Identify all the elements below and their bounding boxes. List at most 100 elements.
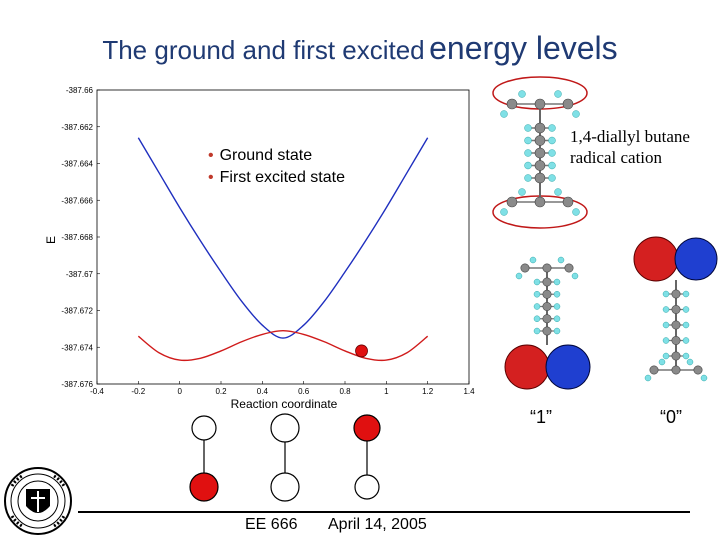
hydrogen-atom [682, 352, 690, 360]
state-marker-dot [355, 344, 368, 358]
x-axis-label: Reaction coordinate [231, 397, 338, 411]
cell-bottom-dot [189, 472, 219, 502]
y-tick-label: -387.66 [66, 86, 94, 95]
x-tick-label: 0.4 [257, 387, 269, 396]
ground-state-curve [137, 330, 429, 362]
x-tick-label: 1.4 [463, 387, 475, 396]
hydrogen-atom [524, 149, 532, 157]
cell-top-dot [191, 415, 217, 441]
state-label-1: “1” [530, 407, 552, 427]
hydrogen-atom [518, 188, 526, 196]
legend-item-ground: • Ground state [208, 147, 313, 164]
hydrogen-atom [500, 110, 508, 118]
y-tick-label: -387.674 [61, 343, 93, 352]
carbon-atom [534, 160, 546, 171]
x-tick-label: 0 [177, 387, 182, 396]
qca-cell [189, 415, 219, 502]
hydrogen-atom [548, 149, 556, 157]
y-axis-label: E [44, 236, 58, 244]
carbon-atom [671, 365, 681, 375]
hydrogen-atom [524, 174, 532, 182]
carbon-atom [534, 196, 546, 208]
carbon-atom [693, 365, 703, 375]
orbital-blue-lobe [545, 344, 591, 390]
y-tick-label: -387.67 [66, 270, 94, 279]
y-tick-label: -387.666 [61, 196, 93, 205]
orbital-red-lobe [633, 236, 679, 282]
hydrogen-atom [662, 290, 670, 298]
carbon-atom [506, 98, 518, 110]
hydrogen-atom [553, 278, 561, 286]
y-tick-label: -387.664 [61, 160, 93, 169]
carbon-atom [671, 320, 681, 330]
carbon-atom [564, 263, 574, 273]
chart-series [137, 137, 429, 362]
slide-title: The ground and first excited energy leve… [0, 30, 720, 67]
footer-course: EE 666 [245, 516, 298, 533]
x-tick-label: 0.8 [339, 387, 351, 396]
hydrogen-atom [686, 358, 694, 366]
molecule-state-1 [504, 256, 591, 390]
hydrogen-atom [682, 321, 690, 329]
hydrogen-atom [553, 315, 561, 322]
hydrogen-atom [662, 321, 670, 329]
carbon-atom [534, 98, 546, 110]
hydrogen-atom [557, 256, 565, 264]
orbital-lobe-pair-top [633, 236, 718, 282]
hydrogen-atom [553, 291, 561, 298]
hydrogen-atom [533, 303, 541, 310]
carbon-atom [542, 301, 552, 311]
y-axis-ticks: -387.66 -387.662 -387.664 -387.666 -387.668 -… [61, 86, 100, 389]
orbital-lobe-pair-bottom [504, 344, 591, 390]
hydrogen-atom [500, 208, 508, 216]
orbital-red-lobe [504, 344, 550, 390]
cell-bottom-dot [270, 472, 300, 502]
hydrogen-atom [682, 337, 690, 344]
hydrogen-atom [548, 161, 556, 170]
hydrogen-atom [572, 208, 580, 216]
diallyl-butane-molecule [492, 76, 588, 229]
university-seal-icon [4, 467, 72, 535]
carbon-atom [542, 263, 552, 273]
molecule-state-0 [633, 236, 718, 382]
qca-cell [353, 414, 381, 500]
carbon-atom [562, 196, 574, 208]
y-tick-label: -387.662 [61, 123, 93, 132]
footer-date: April 14, 2005 [328, 516, 427, 533]
x-tick-label: 1 [384, 387, 389, 396]
hydrogen-atom [554, 188, 562, 196]
y-tick-label: -387.668 [61, 233, 93, 242]
title-part-1: The ground and first excited [102, 35, 425, 65]
carbon-atom [534, 172, 546, 184]
hydrogen-atom [554, 90, 562, 98]
y-tick-label: -387.672 [61, 307, 93, 316]
hydrogen-atom [529, 256, 537, 264]
x-tick-label: -0.4 [90, 387, 104, 396]
state-label-0: “0” [660, 407, 682, 427]
carbon-atom [542, 326, 552, 336]
legend-item-excited: • First excited state [208, 169, 345, 186]
carbon-atom [671, 351, 681, 361]
hydrogen-atom [658, 358, 666, 366]
excited-state-curve [137, 137, 429, 339]
hydrogen-atom [571, 272, 579, 280]
hydrogen-atom [682, 290, 690, 298]
carbon-atom [534, 135, 546, 146]
x-tick-label: 0.2 [215, 387, 227, 396]
hydrogen-atom [548, 124, 556, 132]
carbon-atom [534, 147, 546, 159]
carbon-atom [649, 365, 659, 375]
cell-top-dot [270, 413, 300, 443]
hydrogen-atom [662, 352, 670, 360]
carbon-atom [671, 335, 681, 345]
carbon-atom [520, 263, 530, 273]
x-tick-label: 1.2 [422, 387, 434, 396]
y-tick-label: -387.676 [61, 380, 93, 389]
qca-cells [189, 413, 381, 502]
carbon-atom [562, 98, 574, 110]
qca-cell [270, 413, 300, 502]
chart-legend: • Ground state • First excited state [208, 145, 345, 189]
x-tick-label: 0.6 [298, 387, 310, 396]
hydrogen-atom [533, 278, 541, 286]
